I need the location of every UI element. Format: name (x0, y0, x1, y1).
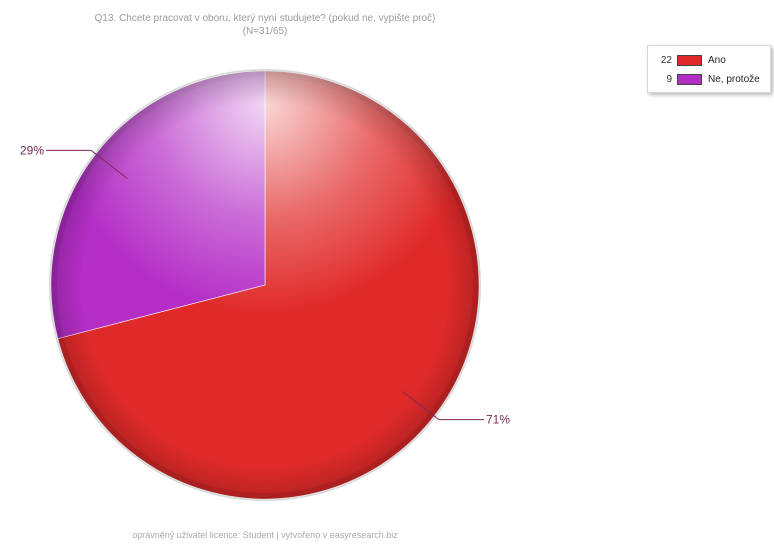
chart-title-text: Q13. Chcete pracovat v oboru, který nyní… (94, 13, 436, 24)
leader-line (402, 391, 484, 421)
chart-subtitle: (N=31/65) (242, 26, 288, 37)
leader-line (46, 149, 128, 179)
percent-label: 71% (486, 413, 510, 427)
percent-label: 29% (20, 143, 44, 157)
chart-legend: 22 Ano 9 Ne, protože (647, 45, 771, 93)
legend-item-ne-protoze: 9 Ne, protože (654, 70, 770, 89)
legend-swatch-ne-protoze (677, 74, 702, 85)
chart-title: Q13. Chcete pracovat v oboru, který nyní… (0, 12, 530, 38)
legend-label: Ne, protože (708, 74, 760, 85)
footer-credit: oprávněný uživatel licence: Student | vy… (132, 530, 398, 540)
legend-count: 22 (660, 55, 672, 66)
pie-outline (49, 69, 481, 501)
legend-label: Ano (708, 55, 726, 66)
legend-swatch-ano (677, 55, 702, 66)
legend-count: 9 (666, 74, 672, 85)
legend-item-ano: 22 Ano (654, 51, 770, 70)
pie-shade (51, 71, 479, 499)
